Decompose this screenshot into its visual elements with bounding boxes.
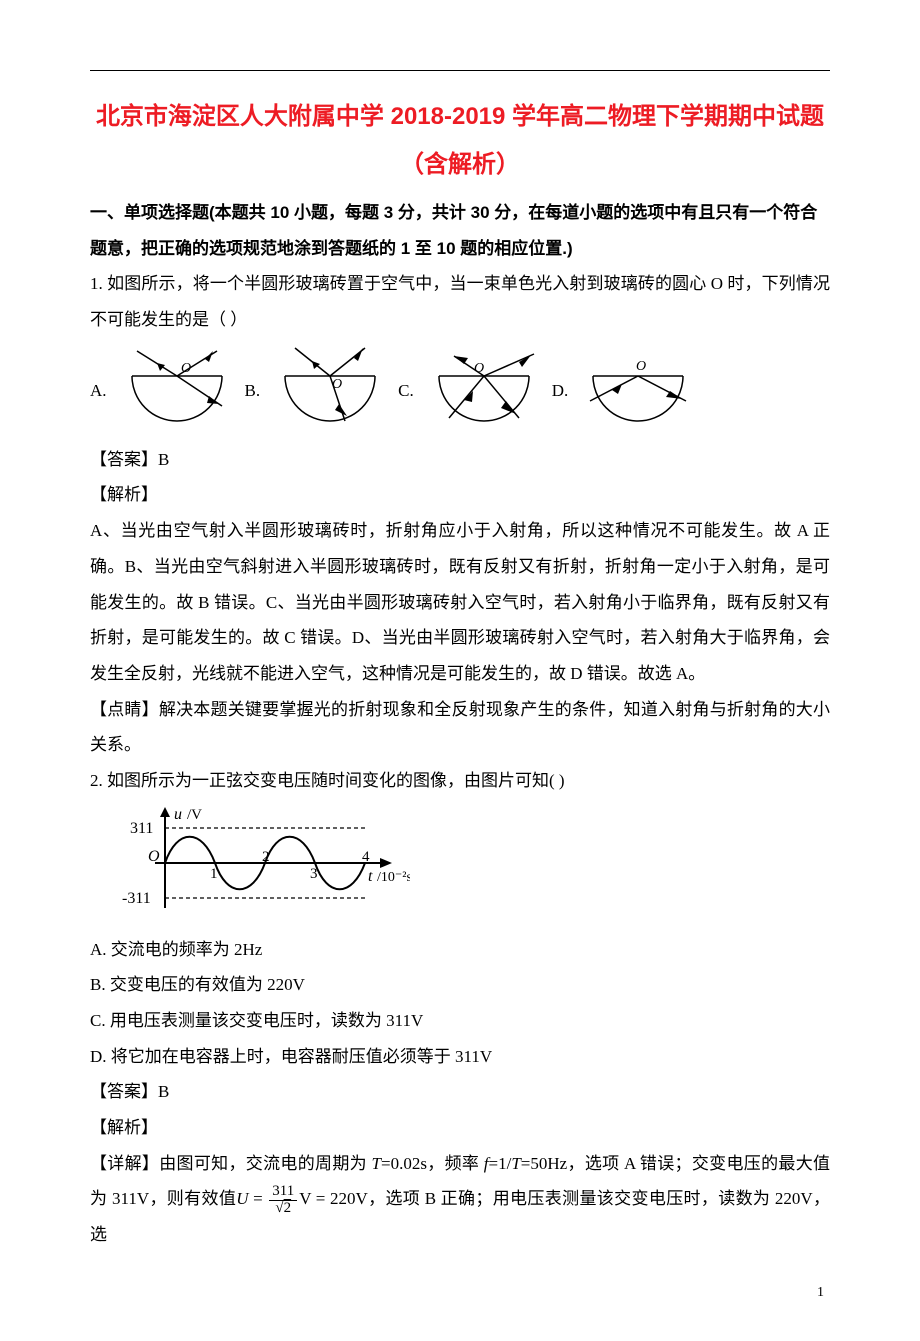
svg-text:2: 2 [262, 849, 270, 865]
svg-text:/V: /V [187, 807, 202, 823]
q1-diagram-D: O [578, 346, 698, 436]
q2-frac-den: √2 [269, 1201, 297, 1217]
svg-text:O: O [636, 359, 646, 374]
q2-U-mid: V = 220V [299, 1189, 368, 1208]
q2-detail-mid1: ，频率 [427, 1154, 484, 1173]
q2-stem: 2. 如图所示为一正弦交变电压随时间变化的图像，由图片可知( ) [90, 763, 830, 799]
svg-text:3: 3 [310, 866, 318, 882]
q1-option-D-label: D. [552, 381, 569, 401]
q1-tip: 【点睛】解决本题关键要掌握光的折射现象和全反射现象产生的条件，知道入射角与折射角… [90, 692, 830, 763]
q2-analysis-label: 【解析】 [90, 1110, 830, 1146]
q1-analysis-label: 【解析】 [90, 477, 830, 513]
svg-text:311: 311 [130, 820, 153, 837]
paper-title: 北京市海淀区人大附属中学 2018-2019 学年高二物理下学期期中试题（含解析… [90, 93, 830, 189]
q2-U-symbol: U [236, 1189, 248, 1208]
q1-option-C-label: C. [398, 381, 414, 401]
q2-option-D: D. 将它加在电容器上时，电容器耐压值必须等于 311V [90, 1039, 830, 1075]
section-heading: 一、单项选择题(本题共 10 小题，每题 3 分，共计 30 分，在每道小题的选… [90, 195, 830, 266]
q2-option-C: C. 用电压表测量该交变电压时，读数为 311V [90, 1003, 830, 1039]
q1-option-B-label: B. [245, 381, 261, 401]
svg-text:t: t [368, 868, 373, 885]
svg-text:O: O [148, 848, 160, 865]
q2-option-A: A. 交流电的频率为 2Hz [90, 932, 830, 968]
q1-analysis-body: A、当光由空气射入半圆形玻璃砖时，折射角应小于入射角，所以这种情况不可能发生。故… [90, 513, 830, 691]
q1-diagram-A: O [117, 346, 237, 436]
q1-options-row: A. O B. O [90, 346, 830, 436]
svg-text:/10⁻²s: /10⁻²s [377, 870, 410, 885]
q2-answer: 【答案】B [90, 1074, 830, 1110]
top-rule [90, 70, 830, 71]
svg-text:-311: -311 [122, 890, 151, 907]
page-number: 1 [90, 1285, 830, 1301]
q1-answer: 【答案】B [90, 442, 830, 478]
q2-detail-Teq-tail: =0.02s [381, 1154, 427, 1173]
q2-fraction: 311 √2 [269, 1184, 297, 1217]
q1-option-A-label: A. [90, 381, 107, 401]
svg-text:4: 4 [362, 849, 370, 865]
q2-detail: 【详解】由图可知，交流电的周期为 T=0.02s，频率 f=1/T=50Hz，选… [90, 1146, 830, 1253]
q1-stem: 1. 如图所示，将一个半圆形玻璃砖置于空气中，当一束单色光入射到玻璃砖的圆心 O… [90, 266, 830, 337]
q1-diagram-B: O [270, 346, 390, 436]
svg-text:O: O [474, 361, 484, 376]
q2-detail-prefix: 【详解】由图可知，交流电的周期为 [90, 1154, 372, 1173]
q1-diagram-C: O [424, 346, 544, 436]
svg-text:1: 1 [210, 866, 218, 882]
q2-sine-chart: 1 2 3 4 311 -311 O u /V t /10⁻²s [110, 803, 410, 923]
q2-detail-feq-tail: =1/T=50Hz [489, 1154, 568, 1173]
exam-page: 北京市海淀区人大附属中学 2018-2019 学年高二物理下学期期中试题（含解析… [0, 0, 920, 1341]
svg-text:u: u [174, 806, 182, 823]
q2-option-B: B. 交变电压的有效值为 220V [90, 967, 830, 1003]
q2-frac-num: 311 [269, 1184, 297, 1201]
